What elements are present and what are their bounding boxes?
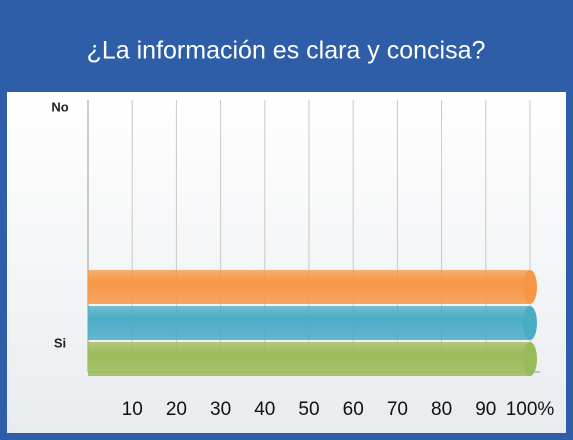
bar [88,270,530,304]
x-tick-label: 10 [122,399,143,420]
x-tick-label: 90 [475,399,496,420]
plot-background [7,92,566,433]
bar [88,306,530,340]
y-tick-label: No [51,99,68,114]
x-tick-label: 40 [254,399,275,420]
x-tick-label: 80 [431,399,452,420]
x-tick-label: 70 [387,399,408,420]
bar-cap [523,270,537,304]
x-tick-label: 100% [506,399,555,420]
bar-cap [523,306,537,340]
chart-title: ¿La información es clara y concisa? [87,37,486,65]
x-tick-label: 30 [210,399,231,420]
x-tick-label: 60 [343,399,364,420]
x-tick-label: 20 [166,399,187,420]
bar-cap [523,342,537,376]
y-tick-label: Si [54,335,66,350]
x-tick-label: 50 [298,399,319,420]
bar [88,342,530,376]
